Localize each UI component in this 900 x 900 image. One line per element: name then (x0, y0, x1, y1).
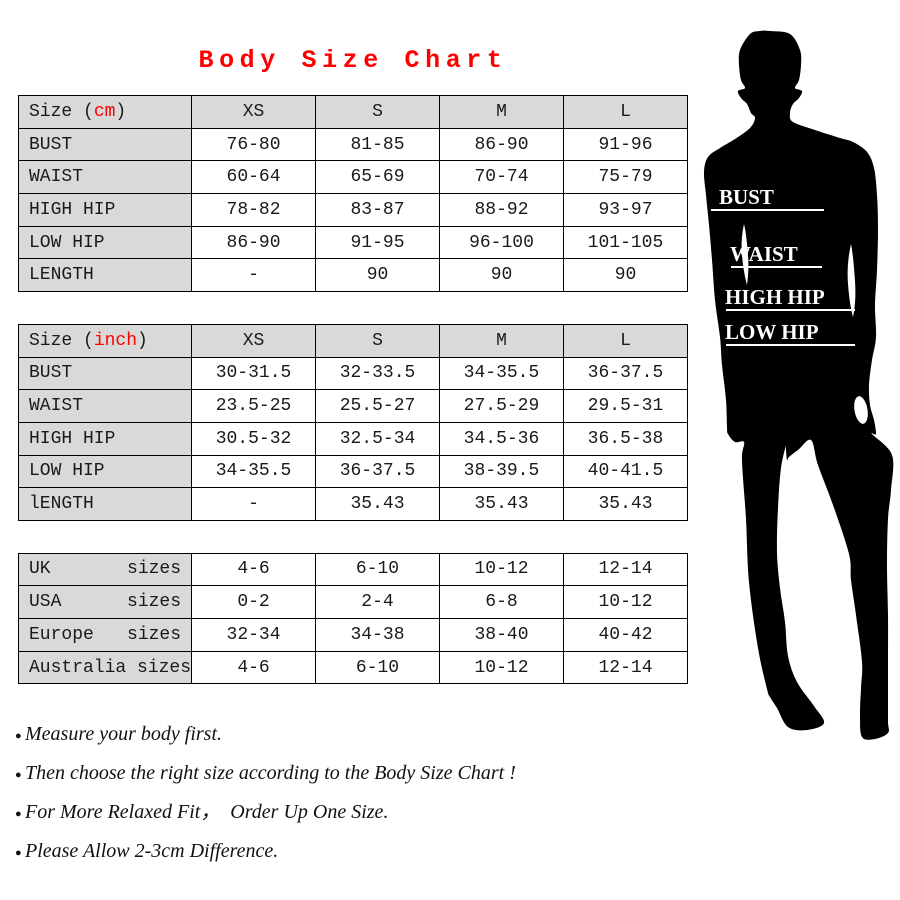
svg-text:LOW HIP: LOW HIP (725, 320, 819, 344)
svg-text:BUST: BUST (719, 185, 774, 209)
svg-text:HIGH HIP: HIGH HIP (725, 285, 825, 309)
svg-text:WAIST: WAIST (730, 242, 798, 266)
